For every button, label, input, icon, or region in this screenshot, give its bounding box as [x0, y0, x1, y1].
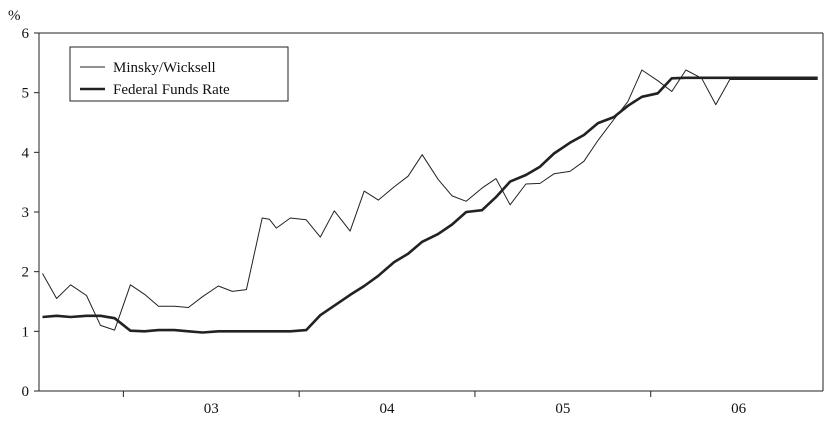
series-lines	[42, 69, 818, 334]
y-tick-label-0: 0	[22, 384, 30, 400]
y-axis-label: %	[8, 8, 21, 24]
legend-label-minsky-wicksell: Minsky/Wicksell	[113, 60, 216, 76]
x-tick-label-06: 06	[731, 401, 747, 417]
legend-label-federal-funds-rate: Federal Funds Rate	[113, 82, 230, 98]
series-line-minsky-wicksell	[42, 69, 818, 331]
y-tick-label-5: 5	[22, 86, 30, 102]
y-tick-label-3: 3	[22, 205, 30, 221]
legend-box	[69, 46, 289, 102]
y-tick-label-2: 2	[22, 265, 30, 281]
legend: Minsky/Wicksell Federal Funds Rate	[69, 46, 289, 102]
y-tick-label-4: 4	[22, 145, 30, 161]
axes: 0 1 2 3 4 5 6 03 04 05 06	[22, 26, 824, 417]
x-tick-label-04: 04	[380, 401, 396, 417]
series-line-federal-funds-rate	[42, 76, 818, 334]
y-tick-label-6: 6	[22, 26, 30, 42]
x-tick-label-05: 05	[555, 401, 570, 417]
y-tick-label-1: 1	[22, 324, 30, 340]
x-tick-label-03: 03	[204, 401, 219, 417]
